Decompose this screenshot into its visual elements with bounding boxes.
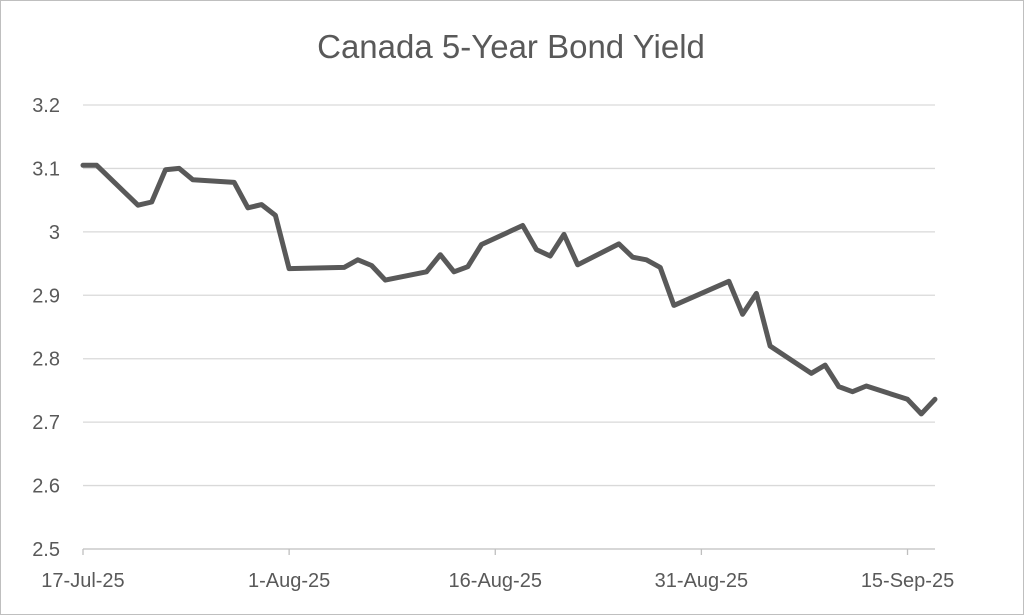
y-tick-label: 2.6 xyxy=(32,476,60,498)
x-tick-label: 16-Aug-25 xyxy=(449,570,542,592)
x-axis xyxy=(82,548,935,555)
x-tick-label: 15-Sep-25 xyxy=(861,570,954,592)
x-tick-label: 17-Jul-25 xyxy=(41,570,124,592)
y-tick-label: 3.1 xyxy=(32,158,60,180)
y-tick-label: 2.8 xyxy=(32,349,60,371)
gridlines xyxy=(83,104,935,487)
x-axis-tick-labels: 17-Jul-25 1-Aug-25 16-Aug-25 31-Aug-25 15-Se… xyxy=(41,570,954,592)
y-tick-label: 3 xyxy=(49,222,60,244)
y-tick-label: 2.5 xyxy=(32,539,60,561)
y-axis-tick-labels: 2.5 2.6 2.7 2.8 2.9 3 3.1 3.2 xyxy=(32,95,60,561)
x-tick-label: 1-Aug-25 xyxy=(248,570,330,592)
chart-title: Canada 5-Year Bond Yield xyxy=(317,28,705,65)
x-tick-label: 31-Aug-25 xyxy=(655,570,748,592)
series-layer xyxy=(80,162,938,417)
y-tick-label: 2.9 xyxy=(32,285,60,307)
series-line xyxy=(80,162,938,417)
y-tick-label: 3.2 xyxy=(32,95,60,117)
y-tick-label: 2.7 xyxy=(32,412,60,434)
